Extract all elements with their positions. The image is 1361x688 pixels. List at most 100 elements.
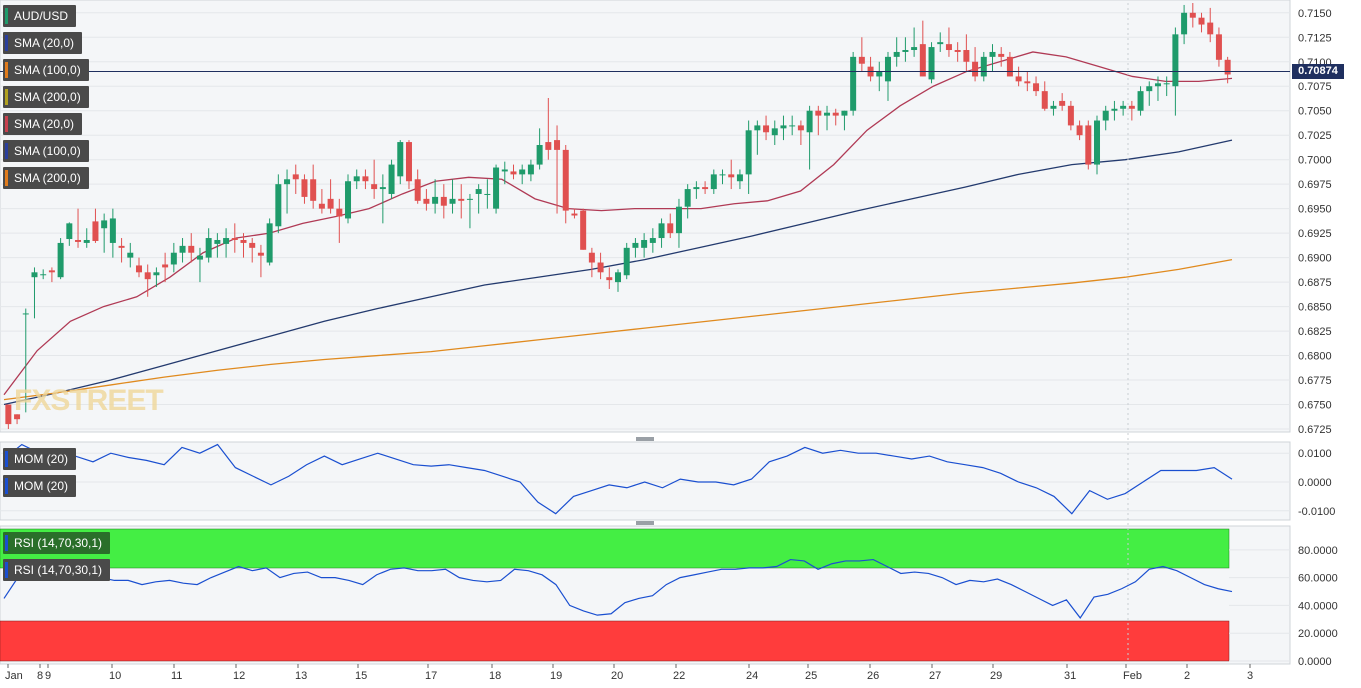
candle-body [1172,34,1179,87]
time-tick-label: 25 [805,670,817,682]
candle-body [92,221,99,241]
candle-body [527,164,534,175]
overlay-tag-1[interactable]: SMA (20,0) [3,32,83,54]
candle-body [667,223,674,234]
candle-body [31,272,38,278]
candle-body [397,142,404,177]
overlay-tag-4[interactable]: SMA (20,0) [3,113,83,135]
overlay-tag-5[interactable]: SMA (100,0) [3,140,89,162]
momentum-tick-label: -0.0100 [1298,506,1335,518]
candle-body [771,128,778,136]
candle-body [1181,12,1188,35]
momentum-tick-label: 0.0000 [1298,477,1332,489]
mom-tag-1[interactable]: MOM (20) [3,448,76,470]
candle-body [1076,125,1083,136]
candle-body [954,50,961,52]
time-tick-label: 26 [867,670,879,682]
candle-body [405,142,412,182]
candle-body [83,239,90,243]
candle-body [214,239,221,244]
candle-body [649,238,656,243]
rsi-y-axis: 80.0000 60.0000 40.0000 20.0000 0.0000 [1298,545,1338,668]
candle-body [789,125,796,127]
candle-body [22,313,29,315]
rsi-tag-2[interactable]: RSI (14,70,30,1) [3,559,111,581]
candle-body [501,169,508,172]
candle-body [388,164,395,194]
candle-body [127,252,134,258]
candle-body [40,274,47,276]
rsi-series-line [3,558,1233,619]
candle-body [1041,91,1048,109]
price-tick-label: 0.6750 [1298,400,1332,412]
candle-body [902,50,909,52]
candle-body [641,239,648,248]
rsi-tag-1[interactable]: RSI (14,70,30,1) [3,532,111,554]
candle-body [1085,125,1092,165]
candle-body [449,198,456,204]
candle-body [815,110,822,116]
candle-body [858,56,865,64]
price-tick-label: 0.7075 [1298,81,1332,93]
candle-body [675,206,682,234]
time-tick-label: 2 [1184,670,1190,682]
candle-body [824,112,831,116]
price-tick-label: 0.7000 [1298,155,1332,167]
candle-body [928,47,935,80]
price-tick-label: 0.6725 [1298,424,1332,436]
overlay-label: SMA (20,0) [14,117,75,131]
candle-body [440,196,447,206]
candle-body [371,184,378,190]
candle-body [205,238,212,258]
time-tick-label: 18 [489,670,501,682]
candle-body [275,184,282,227]
candle-body [884,56,891,82]
candle-body [318,203,325,209]
candle-body [972,61,979,77]
overlay-label: SMA (20,0) [14,36,75,50]
mom-tag-2[interactable]: MOM (20) [3,475,76,497]
price-tick-label: 0.6825 [1298,326,1332,338]
time-tick-label: 22 [673,670,685,682]
candle-body [240,239,247,243]
price-grid [0,12,1290,430]
candle-body [780,125,787,129]
candle-body [1015,76,1022,82]
candle-body [893,51,900,57]
overlay-color-swatch [5,116,8,132]
mom-label: MOM (20) [14,479,68,493]
panel-splitter-handle-2[interactable] [636,521,654,525]
candle-body [1224,59,1231,75]
rsi-label: RSI (14,70,30,1) [14,563,103,577]
candle-body [423,198,430,204]
candle-body [850,56,857,111]
price-tick-label: 0.6875 [1298,277,1332,289]
rsi-color-swatch [5,535,8,551]
candle-body [135,265,142,273]
candle-body [66,223,73,240]
candle-body [632,242,639,248]
candle-body [1102,110,1109,121]
candle-body [980,56,987,77]
price-tick-label: 0.6950 [1298,204,1332,216]
overlay-tag-6[interactable]: SMA (200,0) [3,167,89,189]
candle-body [1198,17,1205,25]
mom-label: MOM (20) [14,452,68,466]
mom-color-swatch [5,478,8,494]
candle-body [118,245,125,248]
panel-splitter-handle[interactable] [636,437,654,441]
candle-body [257,252,264,256]
time-tick-label: 17 [425,670,437,682]
time-tick-label: 27 [929,670,941,682]
candle-body [919,44,926,77]
time-tick-label: 29 [990,670,1002,682]
symbol-tag[interactable]: AUD/USD [3,5,77,27]
time-tick-label: 10 [109,670,121,682]
price-tick-label: 0.7025 [1298,130,1332,142]
overlay-label: SMA (100,0) [14,63,81,77]
candle-body [188,245,195,253]
overlay-tag-2[interactable]: SMA (100,0) [3,59,89,81]
candle-body [963,50,970,62]
overlay-tag-3[interactable]: SMA (200,0) [3,86,89,108]
